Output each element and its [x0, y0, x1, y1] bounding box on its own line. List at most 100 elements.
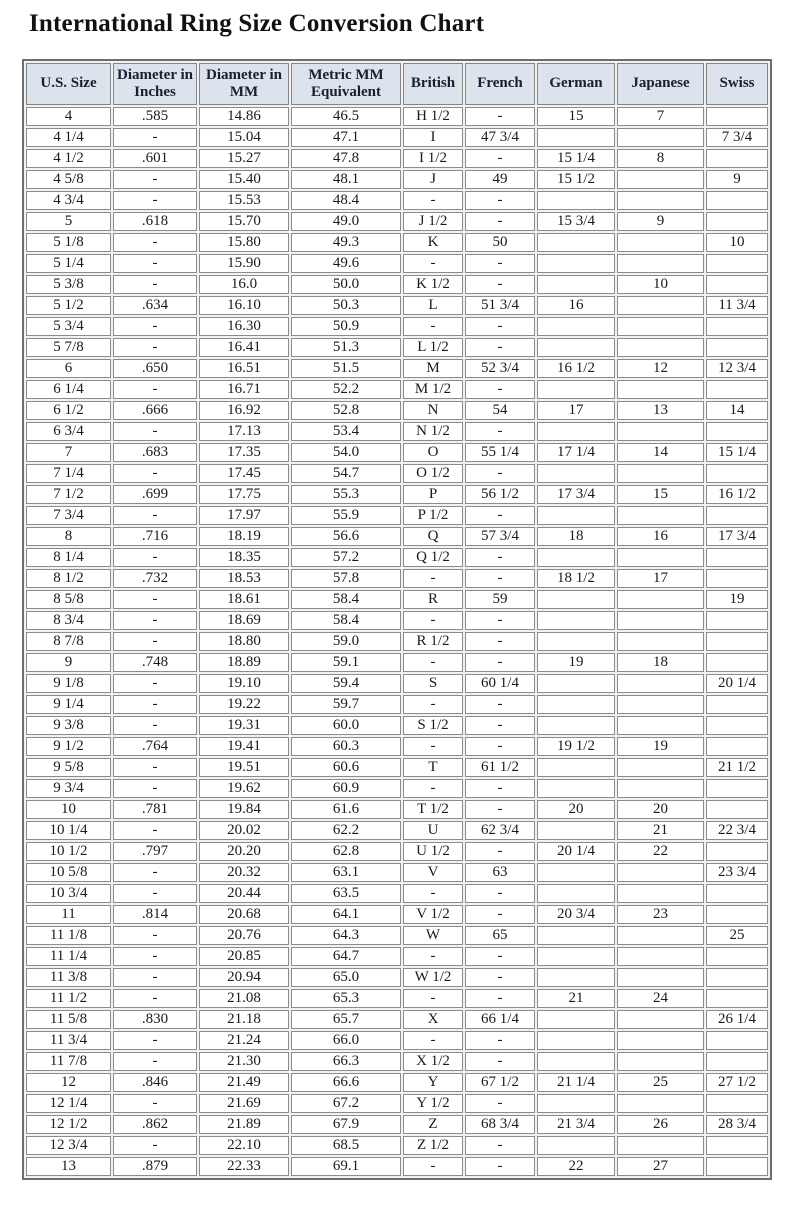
table-cell: - — [465, 800, 535, 819]
table-cell: 14.86 — [199, 107, 289, 126]
table-row: 7.683 17.35 54.0 O 55 1/4 17 1/4 14 15 1/4 — [26, 443, 768, 462]
table-cell: 66.3 — [291, 1052, 401, 1071]
table-cell: 6 1/2 — [26, 401, 111, 420]
table-cell: 17.13 — [199, 422, 289, 441]
table-cell — [617, 716, 704, 735]
table-cell — [706, 1157, 768, 1176]
table-cell — [706, 380, 768, 399]
table-cell: 16.10 — [199, 296, 289, 315]
table-row: 7 1/4-17.45 54.7 O 1/2- — [26, 464, 768, 483]
table-cell: 66.0 — [291, 1031, 401, 1050]
table-cell — [706, 275, 768, 294]
table-cell: 64.3 — [291, 926, 401, 945]
table-cell: 21 1/2 — [706, 758, 768, 777]
table-cell — [706, 569, 768, 588]
table-cell — [706, 968, 768, 987]
table-cell: 17.75 — [199, 485, 289, 504]
table-cell: .732 — [113, 569, 197, 588]
table-cell: 50.3 — [291, 296, 401, 315]
table-cell: - — [465, 968, 535, 987]
table-cell — [617, 233, 704, 252]
table-cell: 13 — [26, 1157, 111, 1176]
table-cell: - — [465, 548, 535, 567]
table-cell: H 1/2 — [403, 107, 463, 126]
table-row: 11 1/8-20.76 64.3 W 65 25 — [26, 926, 768, 945]
table-cell: 4 — [26, 107, 111, 126]
table-cell — [617, 590, 704, 609]
table-row: 5 1/4-15.90 49.6- - — [26, 254, 768, 273]
table-cell: P — [403, 485, 463, 504]
table-cell: 16 — [617, 527, 704, 546]
table-cell: 19.84 — [199, 800, 289, 819]
table-cell: .846 — [113, 1073, 197, 1092]
table-cell: 8 7/8 — [26, 632, 111, 651]
table-cell — [617, 947, 704, 966]
table-cell — [617, 296, 704, 315]
table-row: 4 5/8-15.40 48.1 J 49 15 1/2 9 — [26, 170, 768, 189]
table-cell: - — [113, 191, 197, 210]
column-header-diameter-mm: Diameter in MM — [199, 63, 289, 105]
table-cell: 16.92 — [199, 401, 289, 420]
table-cell: 59.0 — [291, 632, 401, 651]
table-cell: 56 1/2 — [465, 485, 535, 504]
table-row: 9 1/2.764 19.41 60.3- -19 1/2 19 — [26, 737, 768, 756]
table-cell: - — [113, 1052, 197, 1071]
table-cell: R 1/2 — [403, 632, 463, 651]
table-cell: 14 — [706, 401, 768, 420]
table-cell: - — [465, 569, 535, 588]
table-cell: - — [113, 338, 197, 357]
table-cell — [537, 380, 615, 399]
table-cell: 18.61 — [199, 590, 289, 609]
table-cell: 61.6 — [291, 800, 401, 819]
table-cell: 11 1/8 — [26, 926, 111, 945]
table-cell: - — [113, 548, 197, 567]
table-row: 9 5/8-19.51 60.6 T 61 1/2 21 1/2 — [26, 758, 768, 777]
table-cell: 26 1/4 — [706, 1010, 768, 1029]
table-cell: 68.5 — [291, 1136, 401, 1155]
table-cell — [706, 212, 768, 231]
table-cell: 55.3 — [291, 485, 401, 504]
table-row: 11 3/8-20.94 65.0 W 1/2- — [26, 968, 768, 987]
table-cell — [617, 611, 704, 630]
table-cell: J — [403, 170, 463, 189]
table-cell — [537, 926, 615, 945]
table-row: 7 3/4-17.97 55.9 P 1/2- — [26, 506, 768, 525]
table-cell: 59.1 — [291, 653, 401, 672]
table-cell: 62.2 — [291, 821, 401, 840]
table-cell — [617, 863, 704, 882]
table-cell — [706, 905, 768, 924]
table-cell — [706, 947, 768, 966]
table-cell: Z — [403, 1115, 463, 1134]
table-cell: 65.3 — [291, 989, 401, 1008]
table-cell: 18.53 — [199, 569, 289, 588]
table-row: 10 1/2.797 20.20 62.8 U 1/2-20 1/4 22 — [26, 842, 768, 861]
table-cell: - — [465, 338, 535, 357]
table-cell: 5 3/4 — [26, 317, 111, 336]
table-cell — [706, 1052, 768, 1071]
table-cell: 69.1 — [291, 1157, 401, 1176]
table-cell: 60.3 — [291, 737, 401, 756]
ring-size-conversion-table: U.S. Size Diameter in Inches Diameter in… — [22, 59, 772, 1180]
table-cell: - — [113, 506, 197, 525]
table-cell — [537, 695, 615, 714]
table-cell: 59.7 — [291, 695, 401, 714]
table-cell — [617, 422, 704, 441]
table-cell: 59 — [465, 590, 535, 609]
table-cell: 21 1/4 — [537, 1073, 615, 1092]
table-cell: - — [113, 422, 197, 441]
table-cell: 22.10 — [199, 1136, 289, 1155]
column-header-diameter-inches: Diameter in Inches — [113, 63, 197, 105]
table-cell: 53.4 — [291, 422, 401, 441]
table-cell: T — [403, 758, 463, 777]
table-row: 6 1/2.666 16.92 52.8 N 54 17 13 14 — [26, 401, 768, 420]
table-cell: L 1/2 — [403, 338, 463, 357]
table-cell — [537, 422, 615, 441]
table-cell: 5 1/8 — [26, 233, 111, 252]
table-cell: - — [465, 737, 535, 756]
table-cell — [617, 548, 704, 567]
table-cell: .634 — [113, 296, 197, 315]
table-cell: 11 1/4 — [26, 947, 111, 966]
table-cell — [617, 884, 704, 903]
table-cell: - — [403, 254, 463, 273]
